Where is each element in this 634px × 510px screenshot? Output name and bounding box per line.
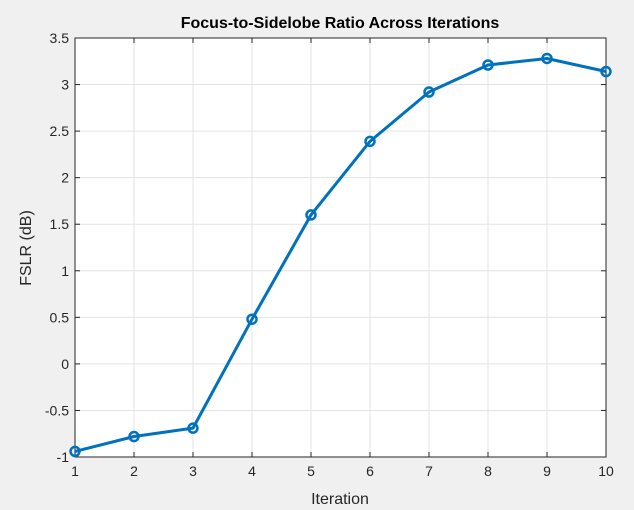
- y-tick-label: 0: [61, 356, 69, 372]
- data-point-marker: [482, 59, 494, 71]
- y-tick-label: -0.5: [45, 402, 69, 418]
- series-line: [74, 56, 607, 453]
- y-tick-label: 0.5: [50, 309, 70, 325]
- y-tick-label: 2.5: [50, 123, 70, 139]
- x-tick-label: 5: [307, 463, 315, 479]
- data-point-marker: [187, 422, 199, 434]
- data-point-marker: [128, 430, 140, 443]
- y-tick-label: 3.5: [50, 30, 70, 46]
- data-point-marker: [423, 86, 435, 98]
- chart-title: Focus-to-Sidelobe Ratio Across Iteration…: [181, 15, 500, 32]
- data-point-marker: [305, 209, 317, 221]
- axes-box: [74, 37, 607, 458]
- data-point-marker: [69, 445, 81, 458]
- y-tick-label: -1: [57, 449, 70, 465]
- series-layer: [69, 52, 612, 458]
- y-tick-label: 1.5: [50, 216, 70, 232]
- x-tick-label: 2: [130, 463, 138, 479]
- plot-area: [75, 38, 606, 457]
- x-tick-label: 7: [425, 463, 433, 479]
- x-tick-label: 9: [543, 463, 551, 479]
- data-point-marker: [246, 313, 258, 325]
- x-tick-label: 4: [248, 463, 256, 479]
- data-point-marker: [364, 135, 376, 148]
- x-axis-label: Iteration: [311, 491, 369, 508]
- y-axis-label: FSLR (dB): [18, 210, 35, 286]
- data-point-marker: [600, 65, 612, 78]
- x-tick-label: 10: [598, 463, 614, 479]
- y-tick-label: 2: [61, 170, 69, 186]
- y-tick-label: 1: [61, 263, 69, 279]
- axis-ticks: 1 2 3 4 5 6 7 8 9 10 -1 -0.5 0 0.5 1 1.5 2 2.5 3 3.5: [45, 30, 614, 479]
- x-tick-label: 8: [484, 463, 492, 479]
- y-tick-label: 3: [61, 77, 69, 93]
- x-tick-label: 1: [71, 463, 79, 479]
- data-point-marker: [541, 52, 553, 65]
- x-tick-label: 3: [189, 463, 197, 479]
- x-tick-label: 6: [366, 463, 374, 479]
